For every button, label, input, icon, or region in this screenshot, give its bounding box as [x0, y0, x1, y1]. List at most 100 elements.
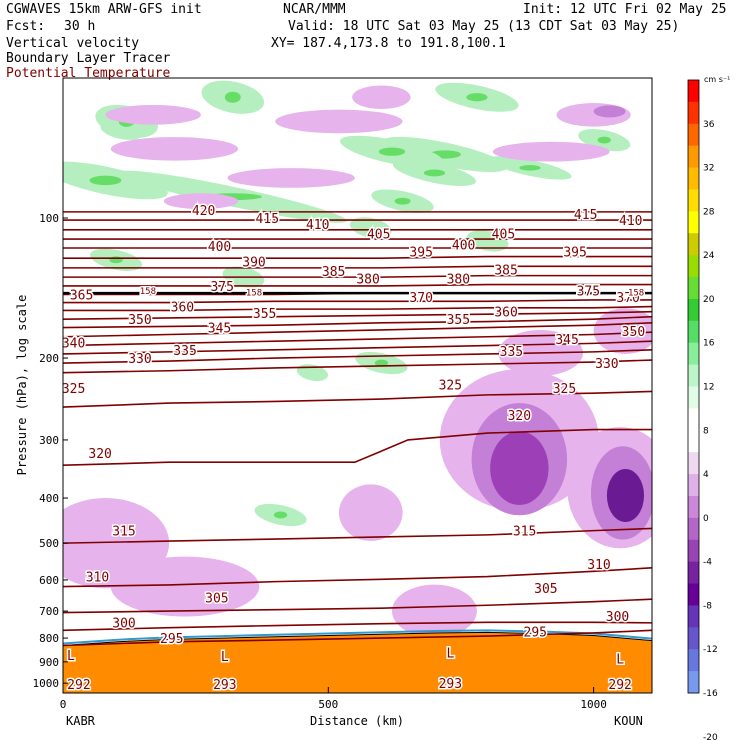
- contour-label: 310: [587, 558, 610, 573]
- updraft-area: [296, 364, 329, 382]
- colorbar-swatch: [688, 430, 699, 453]
- contour-label: 293: [213, 678, 236, 693]
- colorbar-swatch: [688, 145, 699, 169]
- updraft-area: [349, 217, 392, 239]
- contour-label: 300: [606, 610, 629, 625]
- downdraft-area: [606, 469, 645, 522]
- isentrope-345: [63, 331, 652, 347]
- updraft-core: [273, 511, 288, 519]
- y-tick-label: 500: [39, 537, 59, 550]
- contour-label: 158: [140, 287, 156, 297]
- colorbar-swatch: [688, 342, 699, 366]
- colorbar-swatch: [688, 320, 699, 344]
- y-tick-label: 600: [39, 574, 59, 587]
- right-station: KOUN: [614, 714, 643, 728]
- colorbar-swatch: [688, 671, 699, 694]
- y-tick-label: 1000: [33, 677, 60, 690]
- contour-label: 370: [409, 291, 432, 306]
- colorbar-swatch: [688, 649, 699, 672]
- contour-label: 420: [192, 204, 215, 219]
- colorbar-label: 4: [703, 470, 709, 480]
- updraft-area: [466, 230, 509, 252]
- colorbar-label: 12: [703, 383, 714, 393]
- contour-label: 360: [494, 306, 517, 321]
- y-axis-label: Pressure (hPa), log scale: [15, 295, 29, 476]
- colorbar-swatch: [688, 255, 699, 278]
- y-tick-label: 700: [39, 605, 59, 618]
- downdraft-area: [227, 168, 355, 188]
- header-field-potential-temperature: Potential Temperature: [6, 66, 171, 81]
- colorbar-label: 32: [703, 164, 714, 174]
- updraft-core: [466, 93, 488, 102]
- contour-label: L: [446, 647, 454, 662]
- colorbar-label: 20: [703, 295, 715, 305]
- colorbar-swatch: [688, 452, 699, 475]
- y-tick-label: 800: [39, 632, 59, 645]
- colorbar: 36 32 28 24 20 16 12 8 4 0 -4 -8 -12 -16 -20: [687, 79, 718, 740]
- contour-label: 375: [577, 284, 600, 299]
- contour-label: 315: [112, 525, 135, 540]
- updraft-core: [89, 175, 122, 186]
- contour-label: 292: [67, 678, 90, 693]
- colorbar-swatch: [688, 123, 699, 147]
- contour-label: 320: [88, 447, 111, 462]
- contour-label: 295: [160, 632, 183, 647]
- colorbar-label: 24: [703, 251, 715, 261]
- header-field-vertical-velocity: Vertical velocity: [6, 36, 140, 51]
- contour-label: 292: [608, 678, 631, 693]
- downdraft-area: [275, 109, 403, 134]
- contour-label: 375: [210, 280, 233, 295]
- contour-label: 293: [439, 677, 462, 692]
- contour-label: 325: [439, 379, 462, 394]
- contour-label: 390: [242, 255, 265, 270]
- contour-label: 405: [367, 228, 390, 243]
- colorbar-label: -4: [703, 558, 712, 568]
- isentrope-300: [63, 621, 652, 632]
- downdraft-area: [391, 584, 477, 638]
- contour-label: 395: [409, 245, 432, 260]
- colorbar-swatch: [688, 80, 699, 103]
- contour-label: 400: [208, 240, 231, 255]
- isentrope-385: [63, 274, 652, 278]
- downdraft-area: [593, 105, 626, 118]
- colorbar-frame: [687, 79, 700, 694]
- contour-label: 385: [322, 265, 345, 280]
- isentrope-380: [63, 283, 652, 287]
- x-tick-label: 0: [60, 698, 67, 711]
- y-tick-label: 200: [39, 352, 59, 365]
- contour-label: 360: [171, 301, 194, 316]
- colorbar-label: -12: [703, 645, 718, 655]
- contour-label: 325: [62, 382, 85, 397]
- colorbar-label: -16: [703, 689, 718, 699]
- header-fcst-label: Fcst:: [6, 19, 46, 34]
- colorbar-swatch: [688, 539, 699, 563]
- downdraft-area: [492, 141, 610, 162]
- colorbar-swatch: [688, 167, 699, 190]
- colorbar-swatch: [688, 298, 699, 322]
- isentrope-340: [63, 340, 652, 355]
- contour-label: 365: [70, 288, 93, 303]
- contour-label: 300: [112, 616, 135, 631]
- contour-label: 158: [628, 288, 644, 298]
- colorbar-swatch: [688, 277, 699, 300]
- colorbar-swatch: [688, 474, 699, 497]
- contour-label: 330: [595, 357, 618, 372]
- downdraft-area: [490, 431, 549, 506]
- isentrope-395: [63, 255, 652, 259]
- colorbar-swatch: [688, 101, 699, 125]
- isentrope-330: [63, 359, 652, 374]
- x-tick-label: 500: [318, 698, 338, 711]
- isentrope-350: [63, 322, 652, 338]
- header-valid: Valid: 18 UTC Sat 03 May 25 (13 CDT Sat …: [288, 19, 680, 34]
- contour-label: 305: [205, 592, 228, 607]
- downdraft-area: [352, 85, 411, 110]
- colorbar-swatch: [688, 211, 699, 234]
- contour-label: 415: [256, 212, 279, 227]
- colorbar-swatch: [688, 408, 699, 431]
- colorbar-swatch: [688, 517, 699, 541]
- updraft-core: [597, 136, 611, 144]
- updraft-core: [519, 165, 541, 171]
- isentrope-295: [63, 629, 652, 647]
- updraft-core: [423, 169, 446, 177]
